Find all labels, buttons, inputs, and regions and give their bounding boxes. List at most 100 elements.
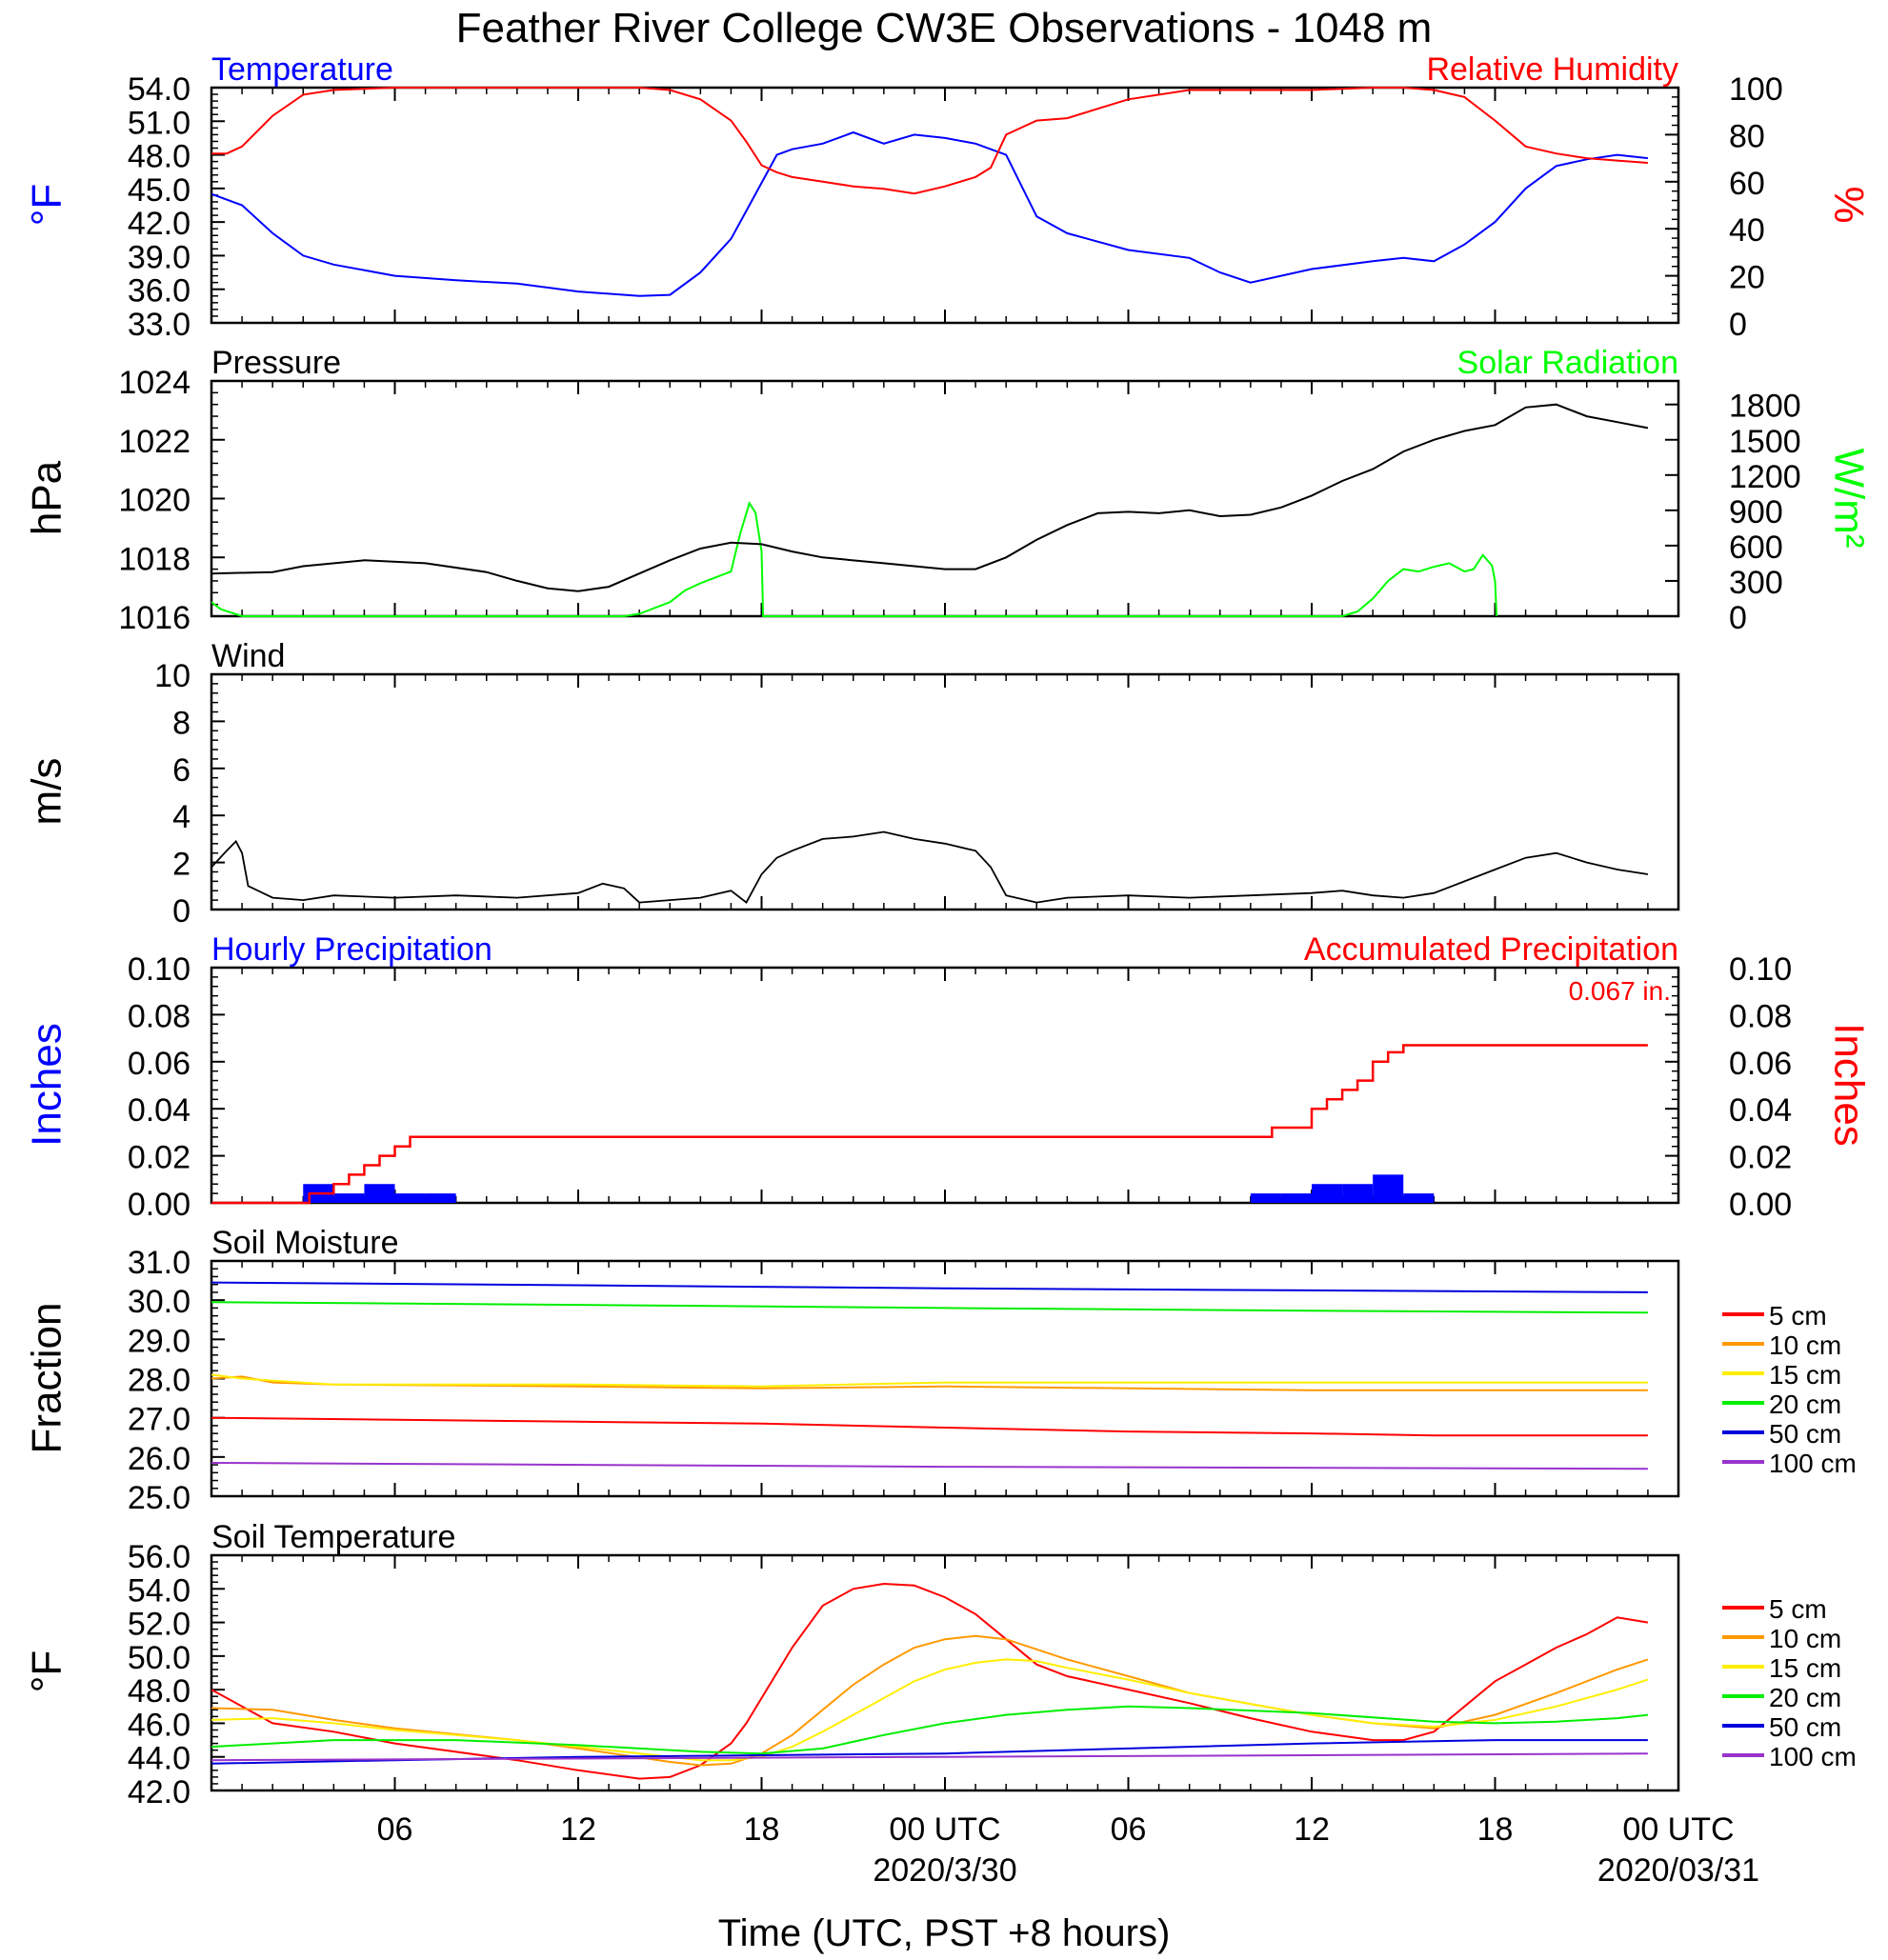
precip-left-tick-label: 0.04 <box>128 1092 191 1129</box>
pressure-right-tick-label: 1500 <box>1729 424 1801 460</box>
pressure-right-tick-label: 600 <box>1729 530 1783 566</box>
x-axis: 06 12 18 00 UTC 2020/3/30 06 12 18 00 UTC 2020/03… <box>377 1811 1760 1889</box>
pressure-right-tick-label: 900 <box>1729 494 1783 530</box>
soil_temperature-left-unit: °F <box>24 1650 70 1692</box>
pressure-panel: 1024 1022 1020 1018 1016 18001500120090060030… <box>24 345 1873 636</box>
hourly-precip-bar <box>1403 1193 1435 1203</box>
precip-left-tick-label: 0.08 <box>128 998 191 1034</box>
precip-left-title: Hourly Precipitation <box>211 931 492 968</box>
x-tick-label: 00 UTC <box>1622 1811 1734 1848</box>
soil-moisture-legend-label: 15 cm <box>1769 1360 1841 1390</box>
temperature-left-tick-label: 45.0 <box>128 172 191 209</box>
soil_temperature-left-title: Soil Temperature <box>211 1519 455 1555</box>
wind-left-tick-label: 2 <box>172 847 191 883</box>
precip-right-unit: Inches <box>1825 1023 1872 1147</box>
temperature-left-tick-label: 39.0 <box>128 239 191 275</box>
wind-left-unit: m/s <box>24 758 70 826</box>
soil-moisture-15cm-line <box>211 1373 1648 1388</box>
pressure-left-tick-label: 1016 <box>118 600 191 636</box>
hourly-precip-bar <box>1250 1193 1281 1203</box>
soil_moisture-left-tick-label: 25.0 <box>128 1480 191 1516</box>
figure-title: Feather River College CW3E Observations … <box>456 5 1433 51</box>
temperature-left-tick-label: 33.0 <box>128 307 191 343</box>
soil-temperature-15cm-line <box>211 1658 1649 1762</box>
temperature-right-tick-label: 0 <box>1729 307 1747 343</box>
wind-left-tick-label: 10 <box>154 658 191 694</box>
soil_moisture-frame <box>210 1259 1680 1498</box>
precip-frame <box>210 966 1680 1205</box>
soil-moisture-5cm-line <box>211 1416 1648 1437</box>
soil-temperature-legend-label: 5 cm <box>1769 1594 1827 1624</box>
soil_moisture-left-tick-label: 30.0 <box>128 1284 191 1320</box>
wind-panel: 10 8 6 4 2 0 Wind m/s <box>24 638 1680 930</box>
soil-moisture-legend-label: 10 cm <box>1769 1330 1841 1360</box>
pressure-line <box>211 403 1649 592</box>
precip-right-tick-label: 0.08 <box>1729 998 1792 1034</box>
soil_moisture-panel: 31.030.029.0 28.027.026.025.0 Soil Moistur… <box>24 1225 1857 1516</box>
wind-frame <box>210 672 1680 911</box>
soil_temperature-panel: 56.054.052.050.048.046.044.042.0 Soil Tem… <box>24 1519 1857 1810</box>
pressure-right-title: Solar Radiation <box>1457 345 1678 381</box>
soil-moisture-legend-label: 5 cm <box>1769 1301 1827 1330</box>
precip-right-tick-label: 0.02 <box>1729 1140 1792 1176</box>
precip-right-title: Accumulated Precipitation <box>1304 931 1678 968</box>
soil_moisture-left-tick-label: 27.0 <box>128 1402 191 1438</box>
x-tick-date-label: 2020/03/31 <box>1597 1852 1759 1889</box>
x-tick-label: 12 <box>1294 1811 1330 1848</box>
soil-temperature-legend-label: 100 cm <box>1769 1742 1857 1771</box>
pressure-left-tick-label: 1020 <box>118 483 191 519</box>
soil_temperature-left-tick-label: 48.0 <box>128 1673 191 1710</box>
soil_temperature-left-tick-label: 50.0 <box>128 1640 191 1676</box>
soil-temperature-100cm-line <box>211 1752 1648 1762</box>
soil-moisture-legend-label: 100 cm <box>1769 1449 1857 1478</box>
soil-moisture-legend-label: 20 cm <box>1769 1390 1841 1419</box>
temperature-left-title: Temperature <box>211 51 393 88</box>
temperature-line <box>211 130 1649 297</box>
precip-left-tick-label: 0.10 <box>128 951 191 988</box>
soil-temperature-legend-label: 20 cm <box>1769 1683 1841 1712</box>
soil_moisture-left-title: Soil Moisture <box>211 1225 399 1261</box>
pressure-right-tick-label: 0 <box>1729 600 1747 636</box>
soil-moisture-50cm-line <box>211 1281 1648 1293</box>
hourly-precip-bar <box>394 1193 426 1203</box>
solar-radiation-line <box>211 501 1498 617</box>
soil-temperature-10cm-line <box>211 1634 1649 1767</box>
temperature-left-tick-label: 51.0 <box>128 105 191 141</box>
wind-left-title: Wind <box>211 638 285 674</box>
temperature-left-tick-label: 42.0 <box>128 206 191 242</box>
soil-temperature-5cm-line <box>211 1582 1649 1780</box>
precip-panel: 0.10 0.08 0.06 0.04 0.02 0.00 0.10 0.08 0.06 0.04… <box>24 931 1873 1223</box>
soil_moisture-left-tick-label: 31.0 <box>128 1245 191 1281</box>
temperature-right-unit: % <box>1825 186 1872 223</box>
soil-temperature-legend-label: 15 cm <box>1769 1653 1841 1683</box>
soil_temperature-left-tick-label: 54.0 <box>128 1572 191 1609</box>
wind-left-tick-label: 0 <box>172 893 191 930</box>
precip-right-tick-label: 0.06 <box>1729 1046 1792 1082</box>
pressure-right-tick-label: 300 <box>1729 565 1783 601</box>
x-tick-label: 00 UTC <box>889 1811 1000 1848</box>
x-axis-label: Time (UTC, PST +8 hours) <box>718 1912 1171 1954</box>
hourly-precip-bar <box>1373 1174 1404 1203</box>
temperature-right-tick-label: 20 <box>1729 260 1765 296</box>
soil-moisture-legend-label: 50 cm <box>1769 1419 1841 1449</box>
hourly-precip-bar <box>364 1184 395 1203</box>
wind-left-tick-label: 8 <box>172 705 191 741</box>
temperature-panel: 54.051.048.045.042.039.036.033.0 100 80 60 4… <box>24 51 1873 343</box>
pressure-right-unit: W/m² <box>1825 448 1872 548</box>
x-tick-label: 12 <box>560 1811 596 1848</box>
soil_moisture-left-tick-label: 28.0 <box>128 1363 191 1399</box>
pressure-left-tick-label: 1024 <box>118 365 191 401</box>
x-tick-label: 18 <box>744 1811 780 1848</box>
hourly-precip-bar <box>425 1193 456 1203</box>
precip-total-label: 0.067 in. <box>1569 976 1671 1006</box>
pressure-left-tick-label: 1022 <box>118 424 191 460</box>
precip-left-tick-label: 0.06 <box>128 1046 191 1082</box>
temperature-left-unit: °F <box>24 184 70 226</box>
soil_temperature-left-tick-label: 44.0 <box>128 1741 191 1777</box>
pressure-left-title: Pressure <box>211 345 341 381</box>
soil_temperature-left-tick-label: 46.0 <box>128 1707 191 1743</box>
wind-left-tick-label: 6 <box>172 752 191 789</box>
hourly-precip-bar <box>1280 1193 1312 1203</box>
precip-right-tick-label: 0.04 <box>1729 1092 1792 1129</box>
soil_temperature-left-tick-label: 52.0 <box>128 1607 191 1643</box>
